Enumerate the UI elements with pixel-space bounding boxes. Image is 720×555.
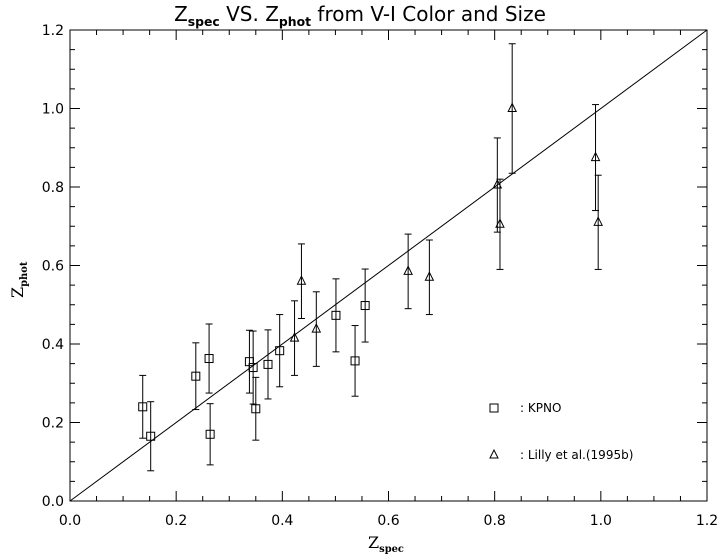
legend: : KPNO : Lilly et al.(1995b) <box>489 401 633 462</box>
x-tick-label: 0.2 <box>165 513 187 529</box>
x-tick-label: 0.8 <box>484 513 506 529</box>
square-marker <box>204 354 214 364</box>
axis-ticks: 0.0 0.2 0.4 0.6 0.8 1.0 1.2 0.0 0.2 0.4 0.6 0.8 1.0 1… <box>42 23 718 529</box>
triangle-marker <box>489 448 499 459</box>
square-marker <box>205 429 215 439</box>
y-tick-label: 1.0 <box>42 102 64 118</box>
legend-label: : KPNO <box>520 401 561 415</box>
y-tick-label: 0.6 <box>42 259 64 275</box>
y-axis-label-main: Z <box>8 286 27 298</box>
triangle-marker <box>424 271 435 281</box>
x-tick-label: 1.0 <box>590 513 612 529</box>
legend-label: : Lilly et al.(1995b) <box>520 448 633 462</box>
triangle-marker <box>507 102 517 112</box>
x-tick-label: 0.6 <box>377 513 399 529</box>
x-tick-label: 1.2 <box>696 513 718 529</box>
triangle-marker <box>289 331 300 342</box>
square-marker <box>360 301 370 311</box>
square-marker <box>248 363 258 373</box>
y-axis-label-sub: phot <box>19 261 31 287</box>
triangle-marker <box>590 151 601 162</box>
y-tick-label: 0.0 <box>42 494 64 510</box>
y-tick-label: 1.2 <box>42 23 64 39</box>
y-tick-label: 0.2 <box>42 416 64 432</box>
square-marker <box>263 359 273 369</box>
x-axis-label-main: Z <box>368 533 380 552</box>
data-markers <box>138 102 603 441</box>
triangle-marker <box>492 178 503 189</box>
square-marker <box>350 356 360 366</box>
y-axis-label: Zphot <box>8 262 30 298</box>
x-axis-label: Zspec <box>368 533 404 555</box>
square-marker <box>191 371 201 381</box>
triangle-marker <box>296 275 307 285</box>
square-marker <box>489 403 499 413</box>
title-part1: Z <box>174 2 188 26</box>
x-tick-label: 0.4 <box>271 513 293 529</box>
x-tick-label: 0.0 <box>59 513 81 529</box>
x-axis-label-sub: spec <box>379 544 404 555</box>
title-part2-sub: phot <box>278 14 312 29</box>
y-tick-label: 0.4 <box>42 337 64 353</box>
square-marker <box>146 431 156 441</box>
error-bars <box>139 43 602 472</box>
triangle-marker <box>311 322 322 333</box>
square-marker <box>138 402 148 412</box>
title-part1-sub: spec <box>187 14 220 29</box>
title-part2: VS. Z <box>219 2 279 26</box>
title-part3: from V-I Color and Size <box>311 2 546 26</box>
triangle-marker <box>593 216 603 226</box>
reference-line-group <box>69 29 708 502</box>
square-marker <box>275 346 285 356</box>
chart-title: Zspec VS. Zphot from V-I Color and Size <box>0 2 720 29</box>
y-tick-label: 0.8 <box>42 180 64 196</box>
triangle-marker <box>403 265 413 275</box>
triangle-marker <box>495 218 505 228</box>
square-marker <box>251 404 261 414</box>
reference-line <box>69 29 708 502</box>
square-marker <box>331 310 341 320</box>
